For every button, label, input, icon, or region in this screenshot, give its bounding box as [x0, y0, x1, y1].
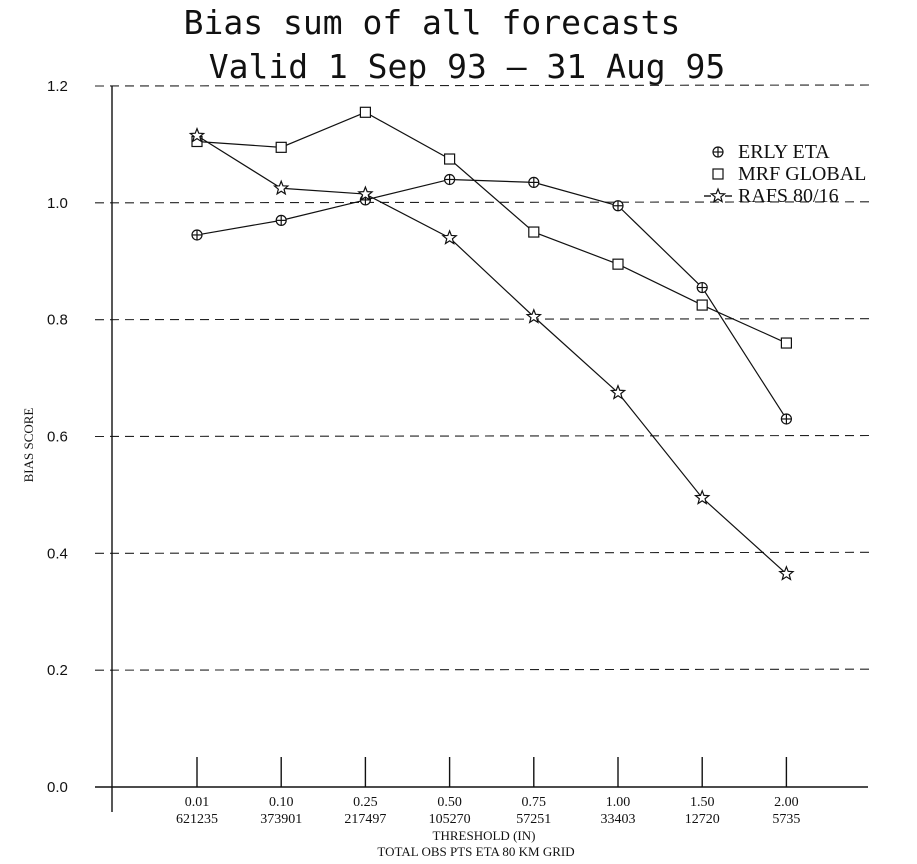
- x-tick-label: 0.25: [353, 795, 378, 810]
- x-tick-label: 0.01: [185, 795, 210, 810]
- data-point: [192, 230, 202, 240]
- legend-label: ERLY ETA: [738, 141, 830, 163]
- data-point: [276, 142, 286, 152]
- data-point: [781, 414, 791, 424]
- legend-marker: [713, 169, 723, 179]
- data-point: [781, 338, 791, 348]
- data-point: [780, 567, 793, 580]
- x-obs-count-label: 373901: [260, 812, 302, 827]
- data-point: [613, 201, 623, 211]
- legend-marker: [713, 147, 723, 157]
- y-tick-label: 0.4: [47, 545, 68, 562]
- chart-title: Bias sum of all forecasts: [184, 3, 681, 42]
- x-tick-label: 2.00: [774, 795, 799, 810]
- x-obs-count-label: 621235: [176, 812, 218, 827]
- legend-label: MRF GLOBAL: [738, 163, 866, 185]
- data-point: [445, 154, 455, 164]
- x-axis-sublabel: TOTAL OBS PTS ETA 80 KM GRID: [377, 844, 574, 859]
- y-axis-label: BIAS SCORE: [21, 408, 36, 483]
- y-tick-label: 1.2: [47, 78, 68, 95]
- x-obs-count-label: 12720: [685, 812, 720, 827]
- chart-subtitle: Valid 1 Sep 93 – 31 Aug 95: [209, 47, 726, 86]
- x-obs-count-label: 57251: [516, 812, 551, 827]
- x-tick-label: 0.10: [269, 795, 294, 810]
- x-tick-label: 1.50: [690, 795, 715, 810]
- x-tick-label: 1.00: [606, 795, 631, 810]
- gridline: [95, 552, 870, 553]
- series-line: [197, 179, 786, 419]
- y-tick-label: 0.6: [47, 429, 68, 446]
- data-point: [276, 215, 286, 225]
- x-obs-count-label: 105270: [429, 812, 471, 827]
- data-point: [613, 259, 623, 269]
- series-mrf-global: [192, 107, 791, 348]
- series-line: [197, 136, 786, 574]
- data-point: [275, 181, 288, 194]
- series: [190, 107, 793, 579]
- y-tick-label: 1.0: [47, 195, 68, 212]
- data-point: [697, 283, 707, 293]
- y-tick-label: 0.2: [47, 662, 68, 679]
- y-tick-label: 0.0: [47, 779, 68, 796]
- data-point: [529, 177, 539, 187]
- legend-label: RAFS 80/16: [738, 185, 839, 207]
- x-obs-count-label: 33403: [601, 812, 636, 827]
- data-point: [529, 227, 539, 237]
- series-erly-eta: [192, 174, 791, 424]
- x-obs-count-label: 217497: [344, 812, 386, 827]
- x-tick-label: 0.50: [437, 795, 462, 810]
- y-tick-label: 0.8: [47, 312, 68, 329]
- data-point: [445, 174, 455, 184]
- gridline: [95, 669, 870, 670]
- gridline: [95, 436, 870, 437]
- x-tick-label: 0.75: [522, 795, 547, 810]
- data-point: [360, 107, 370, 117]
- data-point: [611, 386, 624, 399]
- data-point: [697, 300, 707, 310]
- x-obs-count-label: 5735: [772, 812, 800, 827]
- legend-marker: [711, 189, 724, 202]
- x-axis-label: THRESHOLD (IN): [433, 828, 536, 843]
- gridline: [95, 319, 870, 320]
